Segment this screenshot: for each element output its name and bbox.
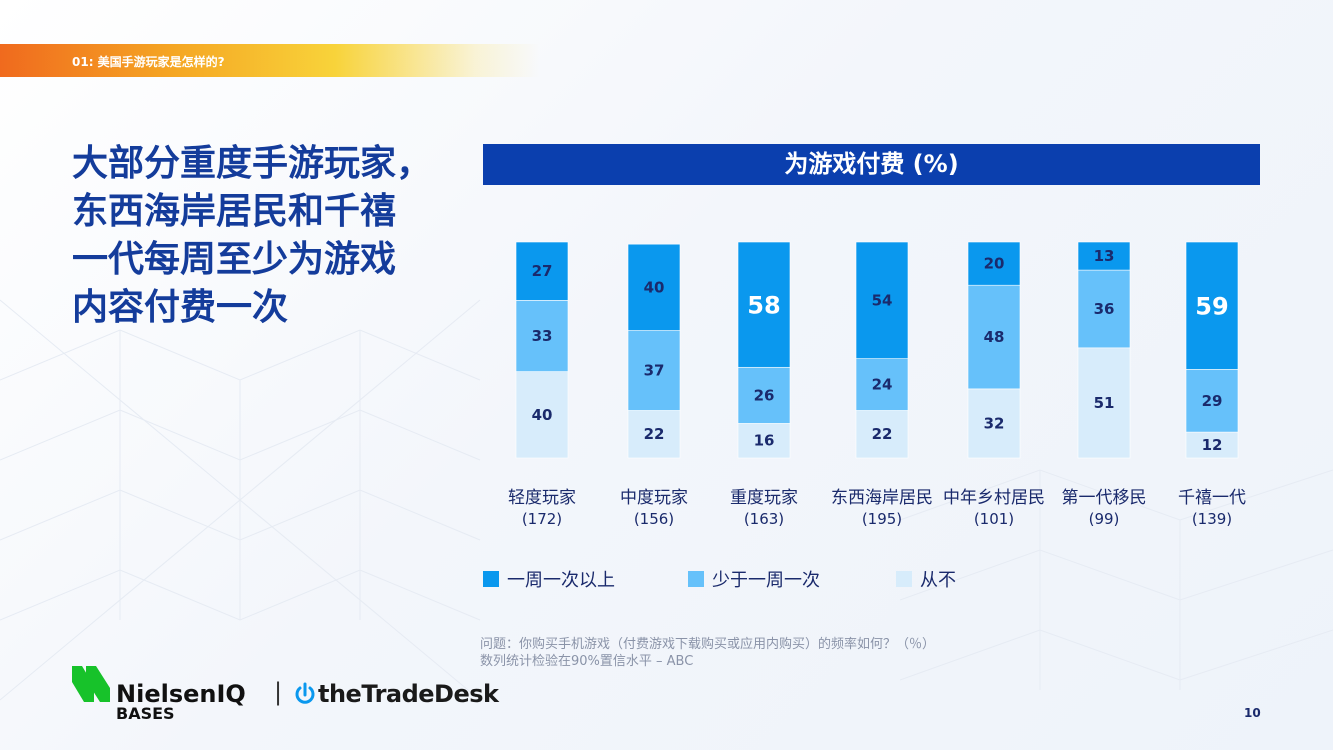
data-label-3-4: 22 — [872, 425, 893, 443]
bar-segment-3-4 — [855, 410, 909, 459]
data-label-3-7: 12 — [1202, 436, 1223, 454]
legend-item-less-than-weekly: 少于一周一次 — [688, 566, 820, 592]
bar-segment-1-6 — [1077, 241, 1131, 271]
category-label-3: 重度玩家 — [730, 488, 798, 508]
headline-line-4: 内容付费一次 — [72, 287, 289, 328]
bar-segment-1-3 — [737, 241, 791, 368]
tradedesk-logo-icon — [295, 682, 315, 704]
category-count-5: (101) — [974, 510, 1014, 528]
bar-segment-2-5 — [967, 284, 1021, 390]
bar-segment-3-5 — [967, 388, 1021, 459]
legend-label-never: 从不 — [920, 570, 956, 591]
bar-segment-2-3 — [737, 366, 791, 424]
page-number: 10 — [1244, 706, 1261, 720]
bar-segment-2-1 — [515, 300, 569, 372]
category-label-1: 轻度玩家 — [508, 488, 576, 508]
category-count-4: (195) — [862, 510, 902, 528]
chart-title: 为游戏付费 (%) — [483, 144, 1260, 185]
data-label-2-4: 24 — [872, 376, 893, 394]
legend-item-weekly: 一周一次以上 — [483, 566, 615, 592]
legend-swatch-never — [896, 571, 912, 587]
data-label-3-2: 22 — [644, 425, 665, 443]
data-label-2-1: 33 — [532, 327, 553, 345]
data-label-1-4: 54 — [872, 291, 893, 309]
legend-label-weekly: 一周一次以上 — [507, 570, 615, 591]
headline-line-2: 东西海岸居民和千禧 — [72, 191, 397, 232]
category-count-7: (139) — [1192, 510, 1232, 528]
data-label-1-1: 27 — [532, 262, 553, 280]
data-label-1-3: 58 — [747, 292, 780, 320]
headline-line-3: 一代每周至少为游戏 — [72, 239, 397, 280]
data-label-3-6: 51 — [1094, 394, 1115, 412]
bar-segment-3-7 — [1185, 431, 1239, 459]
bar-segment-1-4 — [855, 241, 909, 359]
category-label-7: 千禧一代 — [1178, 488, 1246, 508]
bar-segment-2-6 — [1077, 269, 1131, 349]
data-label-1-7: 59 — [1195, 293, 1228, 321]
legend-label-less-than-weekly: 少于一周一次 — [712, 570, 820, 591]
bar-segment-1-5 — [967, 241, 1021, 286]
nielseniq-bases-text: BASES — [116, 704, 175, 723]
footnote: 问题：你购买手机游戏（付费游戏下载购买或应用内购买）的频率如何？（％） 数列统计… — [480, 636, 935, 670]
data-label-3-1: 40 — [532, 406, 553, 424]
data-label-1-6: 13 — [1094, 247, 1115, 265]
category-label-5: 中年乡村居民 — [943, 488, 1045, 508]
nielseniq-logo-text: NielsenIQ — [116, 680, 246, 708]
legend-item-never: 从不 — [896, 566, 956, 592]
bar-segment-2-4 — [855, 358, 909, 411]
category-count-6: (99) — [1089, 510, 1120, 528]
logo-area: NielsenIQ BASES | theTradeDesk — [72, 664, 499, 724]
legend-swatch-less-than-weekly — [688, 571, 704, 587]
headline: 大部分重度手游玩家， 东西海岸居民和千禧 一代每周至少为游戏 内容付费一次 — [72, 140, 472, 332]
category-label-4: 东西海岸居民 — [831, 488, 933, 508]
bar-segment-3-1 — [515, 371, 569, 459]
data-label-2-6: 36 — [1094, 300, 1115, 318]
data-label-3-5: 32 — [984, 414, 1005, 432]
category-label-2: 中度玩家 — [620, 488, 688, 508]
footnote-question: 问题：你购买手机游戏（付费游戏下载购买或应用内购买）的频率如何？（％） — [480, 637, 936, 652]
bar-segment-1-2 — [627, 243, 681, 331]
nielseniq-logo-icon — [72, 666, 110, 702]
data-label-2-2: 37 — [644, 362, 665, 380]
category-label-6: 第一代移民 — [1062, 488, 1147, 508]
data-label-2-7: 29 — [1202, 392, 1223, 410]
section-label: 01: 美国手游玩家是怎样的? — [72, 55, 225, 69]
data-label-1-2: 40 — [644, 278, 665, 296]
category-count-1: (172) — [522, 510, 562, 528]
data-label-2-5: 48 — [984, 328, 1005, 346]
data-label-1-5: 20 — [984, 255, 1005, 273]
legend-swatch-weekly — [483, 571, 499, 587]
data-label-2-3: 26 — [754, 386, 775, 404]
section-banner — [0, 44, 540, 77]
bar-segment-2-2 — [627, 330, 681, 411]
logo-separator: | — [274, 678, 283, 706]
category-count-2: (156) — [634, 510, 674, 528]
bar-segment-1-1 — [515, 241, 569, 301]
data-label-3-3: 16 — [754, 432, 775, 450]
tradedesk-logo-text: theTradeDesk — [318, 680, 499, 708]
category-count-3: (163) — [744, 510, 784, 528]
bar-segment-1-7 — [1185, 241, 1239, 370]
chart-legend: 一周一次以上 少于一周一次 从不 — [483, 566, 1183, 592]
headline-line-1: 大部分重度手游玩家， — [72, 143, 433, 184]
bar-segment-3-6 — [1077, 347, 1131, 459]
bar-segment-3-2 — [627, 410, 681, 459]
stacked-bar-chart: 40 33 27 轻度玩家 (172) 22 37 40 中度玩家 (156) 16 26 58 重度玩家… — [508, 241, 1246, 528]
footnote-stat-note: 数列统计检验在90%置信水平 – ABC — [480, 654, 694, 669]
